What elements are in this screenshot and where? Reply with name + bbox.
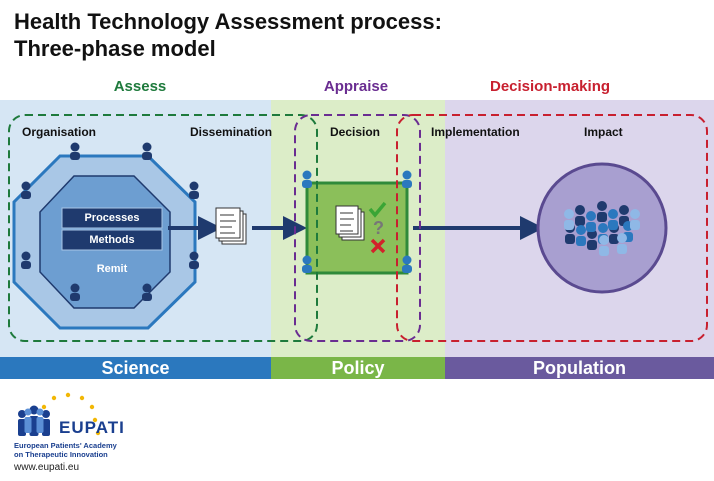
logo-tagline-1: European Patients' Academy	[14, 441, 117, 450]
eupati-logo: EUPATI European Patients' Academy on The…	[12, 390, 192, 478]
checkmark-icon	[368, 201, 387, 218]
cross-icon	[370, 238, 386, 254]
star-icon	[41, 392, 101, 436]
title-line-1: Health Technology Assessment process:	[14, 9, 442, 34]
phase-label-decision-making: Decision-making	[489, 78, 611, 95]
org-processes-label: Processes	[84, 212, 140, 224]
phase-label-assess: Assess	[113, 78, 167, 95]
step-label-organisation: Organisation	[22, 125, 97, 139]
logo-tagline-2: on Therapeutic Innovation	[14, 450, 108, 459]
org-remit-label: Remit	[96, 263, 128, 275]
person-icon-group	[21, 142, 199, 301]
assess-outline	[8, 114, 318, 342]
page-title: Health Technology Assessment process: Th…	[14, 8, 442, 62]
document-icon	[335, 205, 365, 241]
appraise-outline	[294, 114, 421, 342]
step-label-decision: Decision	[330, 125, 381, 139]
logo-name: EUPATI	[59, 418, 125, 437]
step-label-impact: Impact	[584, 125, 623, 139]
title-line-2: Three-phase model	[14, 36, 216, 61]
question-mark-icon: ?	[373, 218, 384, 238]
phase-label-appraise: Appraise	[323, 78, 389, 95]
organisation-octagon	[12, 154, 197, 330]
decision-box	[305, 181, 409, 275]
logo-graphic	[18, 392, 101, 436]
policy-bar: Policy	[271, 357, 445, 379]
population-bar: Population	[445, 357, 714, 379]
science-bar: Science	[0, 357, 271, 379]
diagram-canvas: ?	[0, 100, 714, 358]
logo-url[interactable]: www.eupati.eu	[14, 462, 80, 473]
step-label-dissemination: Dissemination	[190, 125, 273, 139]
org-methods-label: Methods	[89, 234, 135, 246]
step-label-implementation: Implementation	[431, 125, 520, 139]
person-icon-group	[302, 170, 412, 273]
document-icon	[215, 207, 247, 245]
crowd-icon	[564, 201, 640, 256]
